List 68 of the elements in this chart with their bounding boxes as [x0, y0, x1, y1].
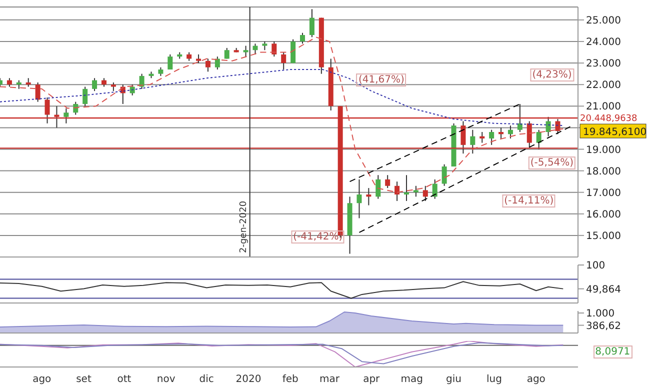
- candlestick: [404, 174, 409, 202]
- x-tick-label: ott: [117, 374, 132, 385]
- y-tick-label: 17.000: [586, 188, 621, 199]
- candlestick: [139, 73, 144, 90]
- candlestick: [498, 127, 504, 139]
- annotation: (4,23%): [530, 68, 574, 82]
- x-tick-label: nov: [156, 374, 176, 385]
- x-tick-label: apr: [363, 374, 381, 385]
- candlestick: [470, 129, 476, 154]
- candlestick: [290, 38, 296, 64]
- annotation: (-14,11%): [502, 194, 556, 208]
- y-tick-label: 49,864: [586, 284, 621, 296]
- annotation: (-5,54%): [528, 156, 576, 170]
- x-tick-label: set: [76, 374, 92, 385]
- x-tick-label: feb: [282, 374, 298, 385]
- y-tick-label: 22.000: [586, 80, 621, 92]
- text: 8,0971: [593, 345, 632, 358]
- candlestick: [205, 58, 210, 72]
- y-tick-label: 386,62: [586, 320, 621, 332]
- ref-line-label: 20.448,9638: [580, 114, 638, 124]
- x-tick-label: dic: [199, 374, 214, 385]
- candlestick: [214, 56, 220, 70]
- x-tick-label: ago: [32, 374, 52, 385]
- x-tick-label: lug: [486, 374, 502, 385]
- y-tick-label: 24.000: [586, 37, 621, 48]
- candlestick: [508, 125, 513, 139]
- y-tick-label: 25.000: [586, 15, 621, 26]
- x-tick-label: giu: [446, 374, 462, 385]
- y-tick-label: 18.000: [586, 166, 621, 178]
- candlestick: [442, 164, 447, 186]
- x-tick-label: mag: [400, 374, 423, 385]
- x-tick-label: mar: [320, 374, 340, 385]
- candlestick: [168, 54, 173, 70]
- candlestick: [489, 129, 494, 146]
- candlestick: [82, 86, 88, 107]
- candlestick: [300, 32, 306, 44]
- annotation: (41,67%): [356, 73, 406, 86]
- y-tick-label: 21.000: [586, 102, 621, 113]
- candlestick: [546, 116, 551, 137]
- line-series: [0, 281, 564, 299]
- candlestick: [536, 129, 542, 150]
- candlestick: [432, 178, 438, 200]
- candlestick: [422, 185, 428, 202]
- candlestick: [517, 103, 522, 132]
- candlestick: [366, 188, 372, 206]
- y-tick-label: 16.000: [586, 209, 621, 220]
- x-tick-label: 2020: [236, 374, 262, 385]
- x-tick-label: ago: [526, 374, 546, 385]
- candlestick: [385, 174, 390, 189]
- candlestick: [35, 82, 40, 102]
- ref-line-label: 2-gen-2020: [238, 200, 249, 253]
- annotation: 19.845,6100: [583, 127, 647, 138]
- candlestick: [356, 178, 362, 219]
- candlestick: [309, 8, 314, 38]
- y-tick-label: 1.000: [586, 308, 615, 320]
- candlestick: [92, 78, 98, 92]
- candlestick: [413, 185, 418, 198]
- candlestick: [252, 43, 258, 55]
- candlestick: [64, 108, 69, 124]
- candlestick: [394, 181, 400, 202]
- candlestick: [480, 132, 485, 144]
- candlestick: [281, 52, 286, 70]
- candlestick: [376, 174, 381, 200]
- y-tick-label: 15.000: [586, 231, 621, 242]
- y-tick-label: 19.000: [586, 144, 621, 156]
- y-tick-label: 100: [586, 260, 606, 272]
- candlestick: [272, 40, 277, 58]
- y-tick-label: 23.000: [586, 58, 621, 70]
